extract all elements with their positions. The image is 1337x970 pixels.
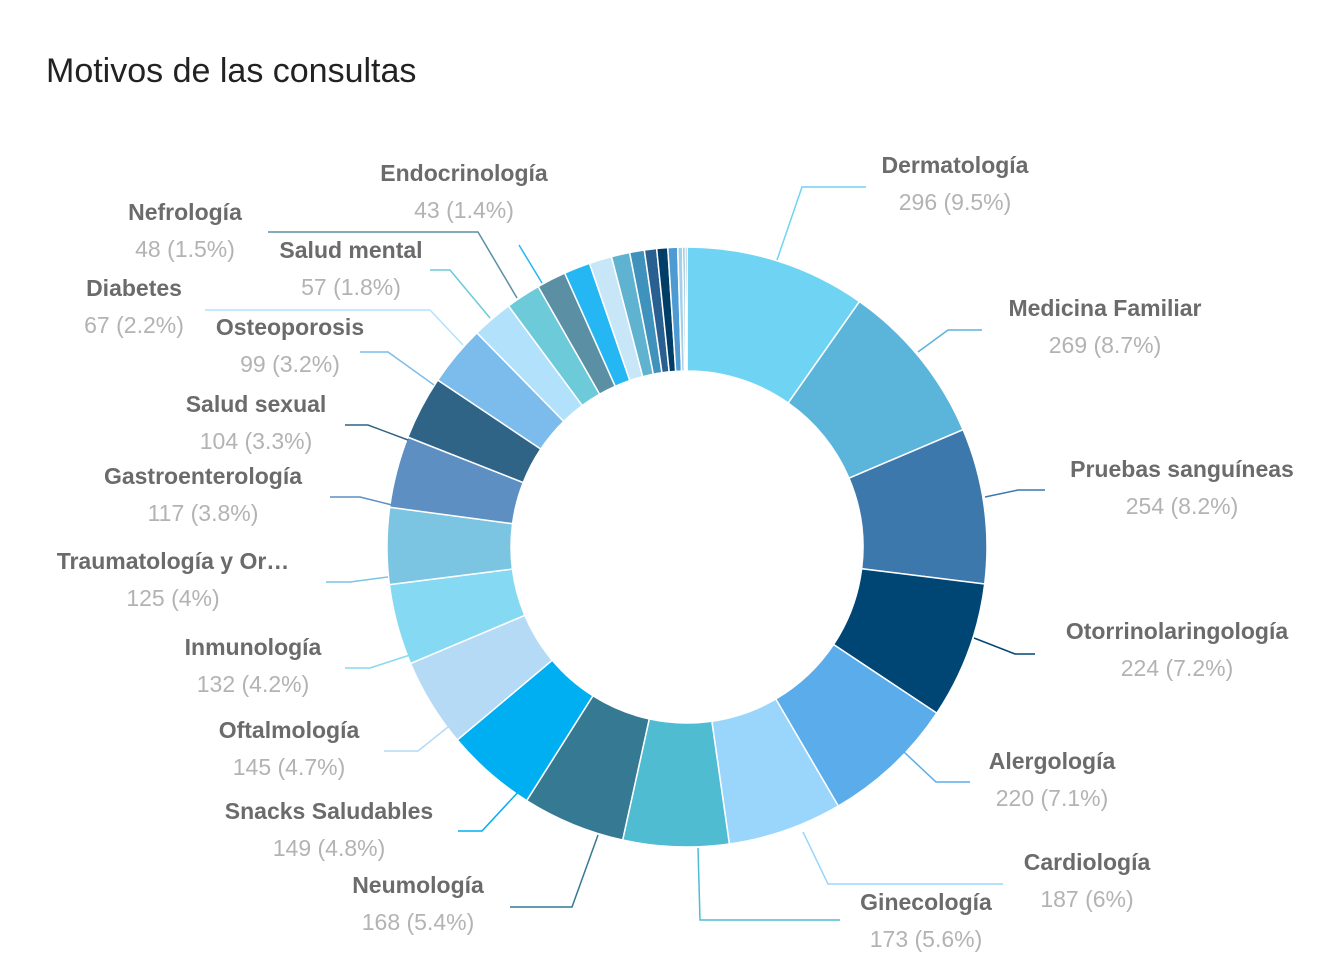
slice-label: Traumatología y Or… (57, 548, 290, 574)
leader-line (458, 789, 521, 832)
slice-value-label: 43 (1.4%) (414, 197, 514, 223)
slice-label: Cardiología (1024, 849, 1151, 875)
slice-label: Diabetes (86, 275, 182, 301)
slice-value-label: 48 (1.5%) (135, 236, 235, 262)
slice-value-label: 117 (3.8%) (148, 500, 259, 526)
leader-line (268, 231, 518, 299)
leader-line (326, 576, 389, 583)
slice-label: Medicina Familiar (1008, 295, 1201, 321)
leader-line (917, 329, 982, 353)
leader-line (510, 834, 599, 908)
leader-line (384, 726, 449, 752)
leader-line (345, 424, 409, 441)
slice-label: Ginecología (860, 889, 992, 915)
slice-label: Pruebas sanguíneas (1070, 456, 1294, 482)
slice-value-label: 104 (3.3%) (200, 428, 313, 454)
slice-label: Inmunología (185, 634, 322, 660)
leader-line (330, 496, 393, 506)
chart-title: Motivos de las consultas (46, 52, 417, 90)
slice-label: Alergología (989, 748, 1116, 774)
slice-label: Neumología (352, 872, 484, 898)
slice-value-label: 254 (8.2%) (1126, 493, 1239, 519)
slice-value-label: 149 (4.8%) (273, 835, 386, 861)
slice-value-label: 296 (9.5%) (899, 189, 1012, 215)
slice-value-label: 99 (3.2%) (240, 351, 340, 377)
leader-line (205, 309, 464, 346)
leader-line (802, 831, 1003, 885)
leader-line (518, 244, 543, 284)
leader-line (345, 654, 411, 669)
slice-value-label: 132 (4.2%) (197, 671, 310, 697)
slice-value-label: 187 (6%) (1040, 886, 1133, 912)
slice-value-label: 224 (7.2%) (1121, 655, 1234, 681)
slice-value-label: 173 (5.6%) (870, 926, 983, 952)
slice-value-label: 67 (2.2%) (84, 312, 184, 338)
leader-line (903, 751, 970, 783)
slice-label: Nefrología (128, 199, 242, 225)
slice-label: Snacks Saludables (225, 798, 433, 824)
slice-value-label: 269 (8.7%) (1049, 332, 1162, 358)
slice-label: Salud mental (279, 237, 422, 263)
slice-label: Gastroenterología (104, 463, 302, 489)
slice-label: Otorrinolaringología (1066, 618, 1289, 644)
slice-value-label: 57 (1.8%) (301, 274, 401, 300)
donut-slice[interactable] (684, 246, 688, 372)
slice-label: Dermatología (882, 152, 1029, 178)
slice-value-label: 168 (5.4%) (362, 909, 475, 935)
slice-label: Salud sexual (186, 391, 327, 417)
leader-line (697, 847, 840, 921)
leader-line (430, 269, 491, 319)
slice-value-label: 145 (4.7%) (233, 754, 346, 780)
slice-label: Endocrinología (380, 160, 548, 186)
leader-line (984, 489, 1045, 498)
slice-label: Oftalmología (219, 717, 360, 743)
slice-label: Osteoporosis (216, 314, 364, 340)
leader-line (360, 351, 435, 386)
leader-line (776, 186, 866, 261)
slice-value-label: 220 (7.1%) (996, 785, 1109, 811)
slice-value-label: 125 (4%) (126, 585, 219, 611)
leader-line (973, 637, 1035, 655)
